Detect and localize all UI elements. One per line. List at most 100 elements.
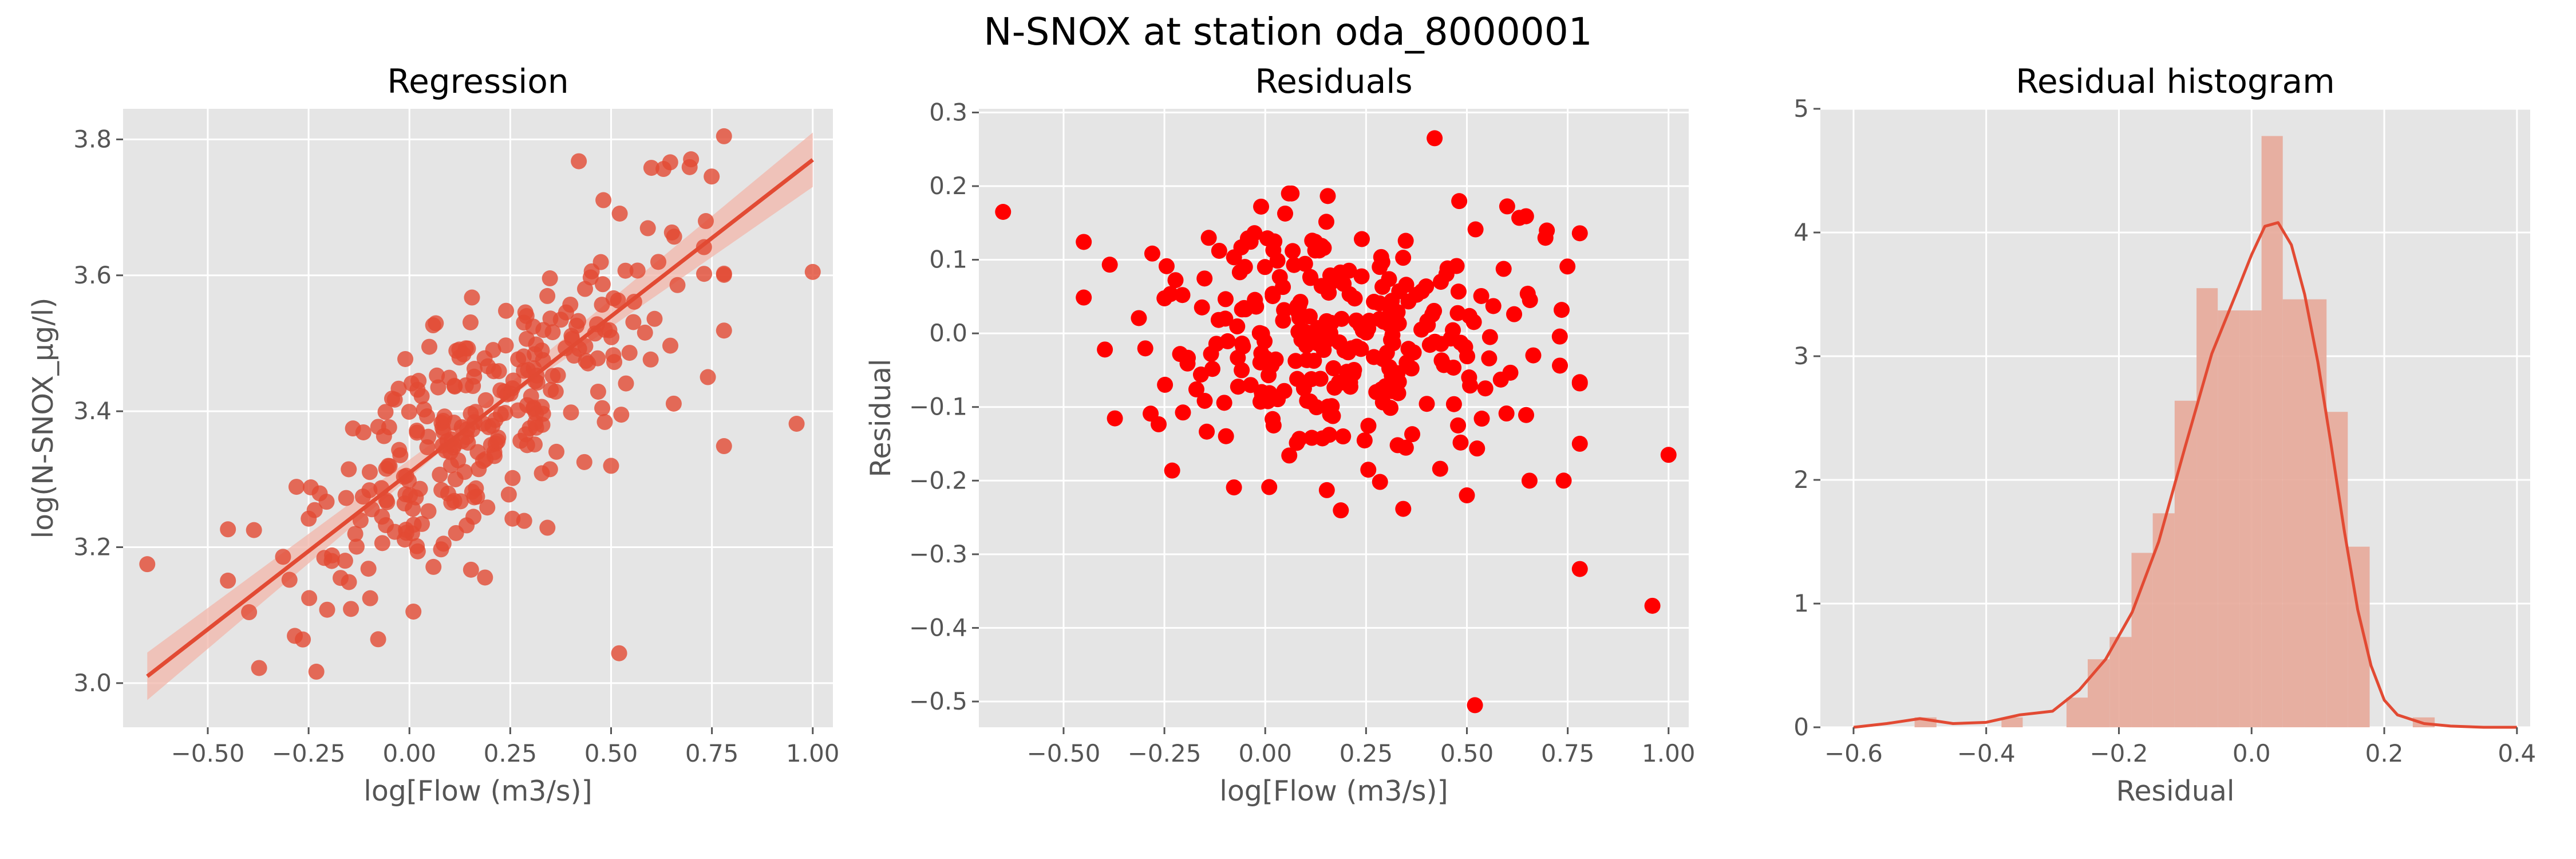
histogram-ticks: −0.6 −0.4 −0.2 0.0 0.2 0.4 0 1 2 3 4 5 (1793, 94, 2536, 767)
regression-point (362, 590, 378, 606)
residual-point (1234, 362, 1250, 379)
regression-point (550, 367, 566, 384)
residual-point (1210, 312, 1227, 328)
regression-point (605, 347, 622, 364)
residual-point (1211, 242, 1227, 259)
regression-point (301, 510, 317, 527)
residual-point (1076, 234, 1092, 250)
residuals-title: Residuals (1255, 62, 1412, 101)
regression-point (246, 522, 262, 538)
residual-point (1289, 435, 1305, 451)
residual-point (1469, 440, 1485, 457)
residual-point (1537, 230, 1554, 246)
regression-x-tick-label: −0.50 (171, 739, 245, 767)
residual-point (1308, 399, 1325, 416)
regression-point (467, 404, 484, 420)
regression-point (432, 466, 448, 483)
regression-point (404, 525, 420, 542)
regression-point (696, 266, 713, 282)
regression-point (566, 348, 582, 364)
regression-point (519, 437, 535, 454)
histogram-y-tick-label: 1 (1793, 589, 1809, 617)
residual-point (1511, 210, 1528, 226)
regression-point (611, 206, 628, 222)
residual-point (1400, 293, 1417, 310)
regression-point (788, 415, 805, 432)
histogram-bar (2131, 553, 2153, 727)
regression-point (516, 513, 532, 529)
residual-point (1485, 298, 1502, 314)
regression-point (436, 408, 453, 425)
residual-point (1143, 405, 1159, 422)
residual-point (1502, 364, 1519, 381)
residual-point (1200, 230, 1217, 246)
regression-point (433, 541, 449, 558)
residual-point (1291, 309, 1307, 326)
regression-point (397, 350, 414, 367)
residuals-points (995, 130, 1677, 714)
regression-point (504, 470, 521, 486)
residuals-x-axis-label: log[Flow (m3/s)] (1219, 775, 1448, 807)
regression-point (611, 645, 627, 661)
regression-point (681, 159, 698, 175)
residual-point (1477, 380, 1494, 397)
residual-point (1203, 346, 1219, 362)
regression-point (665, 395, 682, 412)
residual-point (1571, 374, 1588, 391)
regression-fit-line-path (146, 158, 814, 678)
residual-point (1275, 312, 1291, 329)
regression-point (376, 428, 392, 444)
regression-point (301, 590, 318, 606)
residual-point (1157, 376, 1174, 393)
residual-point (1194, 299, 1210, 316)
residual-point (1424, 306, 1441, 323)
residual-point (1450, 417, 1467, 434)
regression-point (402, 487, 418, 503)
regression-point (409, 543, 426, 559)
histogram-bar (2196, 288, 2218, 727)
regression-point (430, 379, 447, 396)
residual-point (1265, 417, 1282, 434)
regression-point (571, 153, 587, 170)
residuals-ticks: −0.50 −0.25 0.00 0.25 0.50 0.75 1.00 0.3 0.2 0.1 0… (909, 98, 1696, 767)
regression-point (577, 338, 594, 354)
residual-point (1356, 432, 1373, 449)
residual-point (1449, 305, 1466, 321)
residual-point (1137, 340, 1153, 357)
residual-point (1318, 482, 1335, 498)
residual-point (1229, 318, 1246, 334)
residual-point (1332, 264, 1349, 281)
residual-point (1506, 306, 1523, 322)
regression-point (543, 382, 559, 399)
regression-point (281, 572, 298, 588)
regression-y-tick-label: 3.6 (73, 261, 112, 289)
regression-point (338, 490, 354, 506)
residual-point (1281, 185, 1297, 202)
residual-point (1378, 345, 1395, 361)
residuals-y-axis-label: Residual (864, 359, 897, 478)
histogram-x-tick-label: −0.2 (2089, 739, 2148, 767)
regression-point (446, 377, 463, 394)
regression-point (361, 464, 378, 480)
regression-point (410, 373, 427, 389)
residual-point (1333, 502, 1349, 519)
residual-point (1452, 434, 1469, 451)
regression-point (595, 192, 612, 208)
regression-point (466, 368, 483, 385)
regression-point (704, 168, 720, 185)
residual-point (1158, 258, 1175, 274)
regression-y-tick-label: 3.2 (73, 533, 112, 561)
residual-point (1495, 261, 1512, 277)
regression-point (370, 631, 386, 648)
regression-point (421, 338, 438, 355)
regression-point (489, 433, 506, 450)
regression-point (319, 601, 335, 618)
regression-point (477, 569, 493, 586)
regression-point (603, 458, 619, 474)
residual-point (1381, 271, 1397, 287)
kde-curve (1853, 221, 2517, 729)
residual-point (1318, 214, 1334, 230)
residual-point (1473, 287, 1490, 304)
histogram-bar (2218, 310, 2240, 727)
residuals-y-tick-label: 0.1 (929, 246, 967, 274)
